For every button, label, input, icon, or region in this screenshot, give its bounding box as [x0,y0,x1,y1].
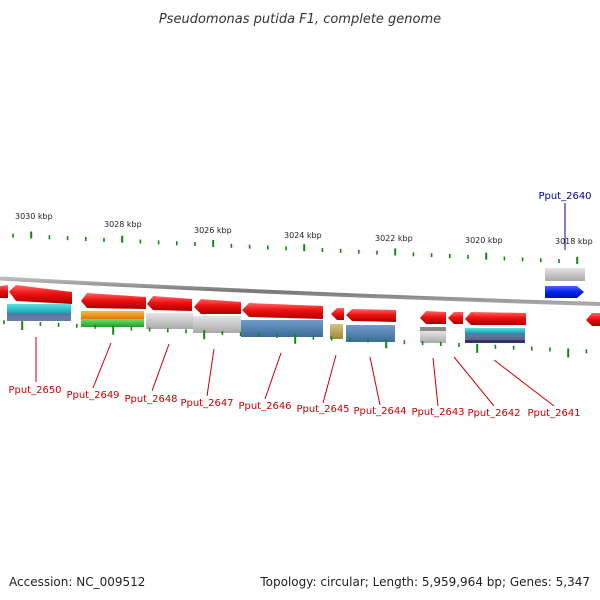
kbp-label: 3030 kbp [15,212,53,221]
gene-arrow-pput-2644[interactable] [346,309,396,322]
gene-leader-pput-2647 [206,348,215,397]
genome-summary-text: Topology: circular; Length: 5,959,964 bp… [259,575,590,589]
feature-bar-teal-2641 [465,333,525,337]
feature-bar-steel-2644 [346,325,395,342]
gene-label-pput-2648[interactable]: Pput_2648 [124,394,177,405]
gene-leader-pput-2648 [151,343,170,392]
feature-bar-grey-2647 [193,316,241,333]
gene-label-pput-2643[interactable]: Pput_2643 [411,407,464,418]
gene-leader-pput-2644 [369,356,381,406]
kbp-scale-labels: 3030 kbp 3028 kbp 3026 kbp 3024 kbp 3022 kbp… [15,212,593,246]
reverse-strand-genes [0,285,600,326]
kbp-label: 3024 kbp [284,231,322,240]
forward-strand-genes [545,268,585,298]
gene-label-pput-2650[interactable]: Pput_2650 [8,385,61,396]
gene-leader-pput-2645 [322,354,337,404]
gene-arrow-pput-2641[interactable] [465,312,526,325]
gene-arrow-pput-2646[interactable] [242,303,323,319]
kbp-label: 3020 kbp [465,236,503,245]
gene-label-pput-2641[interactable]: Pput_2641 [527,408,580,419]
gene-arrow-pput-2642[interactable] [448,312,463,324]
feature-bar-olive-2645 [330,324,343,339]
gene-leader-pput-2646 [264,352,282,400]
kbp-label: 3018 kbp [555,237,593,246]
map-title: Pseudomonas putida F1, complete genome [159,12,441,27]
genome-backbone [0,276,600,306]
accession-text: Accession: NC_009512 [9,575,145,589]
kbp-label: 3028 kbp [104,220,142,229]
feature-bar-slate-2641 [465,337,525,340]
gene-arrow-pput-2650[interactable] [9,285,72,304]
feature-bar-steel-2650 [7,313,71,316]
inner-tick-row [3,320,588,358]
gene-leader-pput-2641 [493,359,555,407]
gene-label-pput-2646[interactable]: Pput_2646 [238,401,291,412]
gene-label-pput-2642[interactable]: Pput_2642 [467,408,520,419]
feature-bar-cyan-2641 [465,328,525,333]
feature-bar-steel-2646 [241,320,323,337]
gene-arrow-partial-right[interactable] [586,313,600,326]
gene-labels: Pput_2650 Pput_2649 Pput_2648 Pput_2647 Pput… [8,191,591,419]
gene-arrow-pput-2648[interactable] [147,296,192,311]
gene-arrow-pput-2640[interactable] [545,286,584,298]
gene-leader-pput-2643 [432,357,439,407]
gene-leader-pput-2642 [453,356,495,407]
kbp-label: 3026 kbp [194,226,232,235]
gene-label-pput-2640[interactable]: Pput_2640 [538,191,591,202]
feature-bar-grey-2643 [420,327,446,331]
feature-bar-orange-2649 [81,311,144,319]
gene-arrow-pput-2649[interactable] [81,293,146,309]
gene-arrow-partial-left[interactable] [0,285,8,298]
gene-label-leaders [35,203,566,407]
feature-bar-navy-2650 [7,316,71,321]
gene-leader-pput-2649 [92,342,112,389]
kbp-label: 3022 kbp [375,234,413,243]
gene-arrow-pput-2647[interactable] [194,299,241,314]
gene-label-pput-2644[interactable]: Pput_2644 [353,406,406,417]
gene-label-pput-2649[interactable]: Pput_2649 [66,390,119,401]
outer-tick-row [12,231,579,264]
feature-bar-cyan-2650 [7,304,71,313]
feature-bar-navy-2641 [465,340,525,343]
feature-bar-grey2-2643 [420,331,446,343]
gene-label-pput-2645[interactable]: Pput_2645 [296,404,349,415]
gene-arrow-pput-2643[interactable] [420,311,446,324]
feature-bar-green-2649 [81,319,144,327]
gene-arrow-pput-2645[interactable] [331,308,344,320]
gene-pput-2640-feature-bar [545,268,585,281]
gene-label-pput-2647[interactable]: Pput_2647 [180,398,233,409]
feature-bar-grey-2648 [146,313,193,329]
feature-bars [7,304,525,343]
